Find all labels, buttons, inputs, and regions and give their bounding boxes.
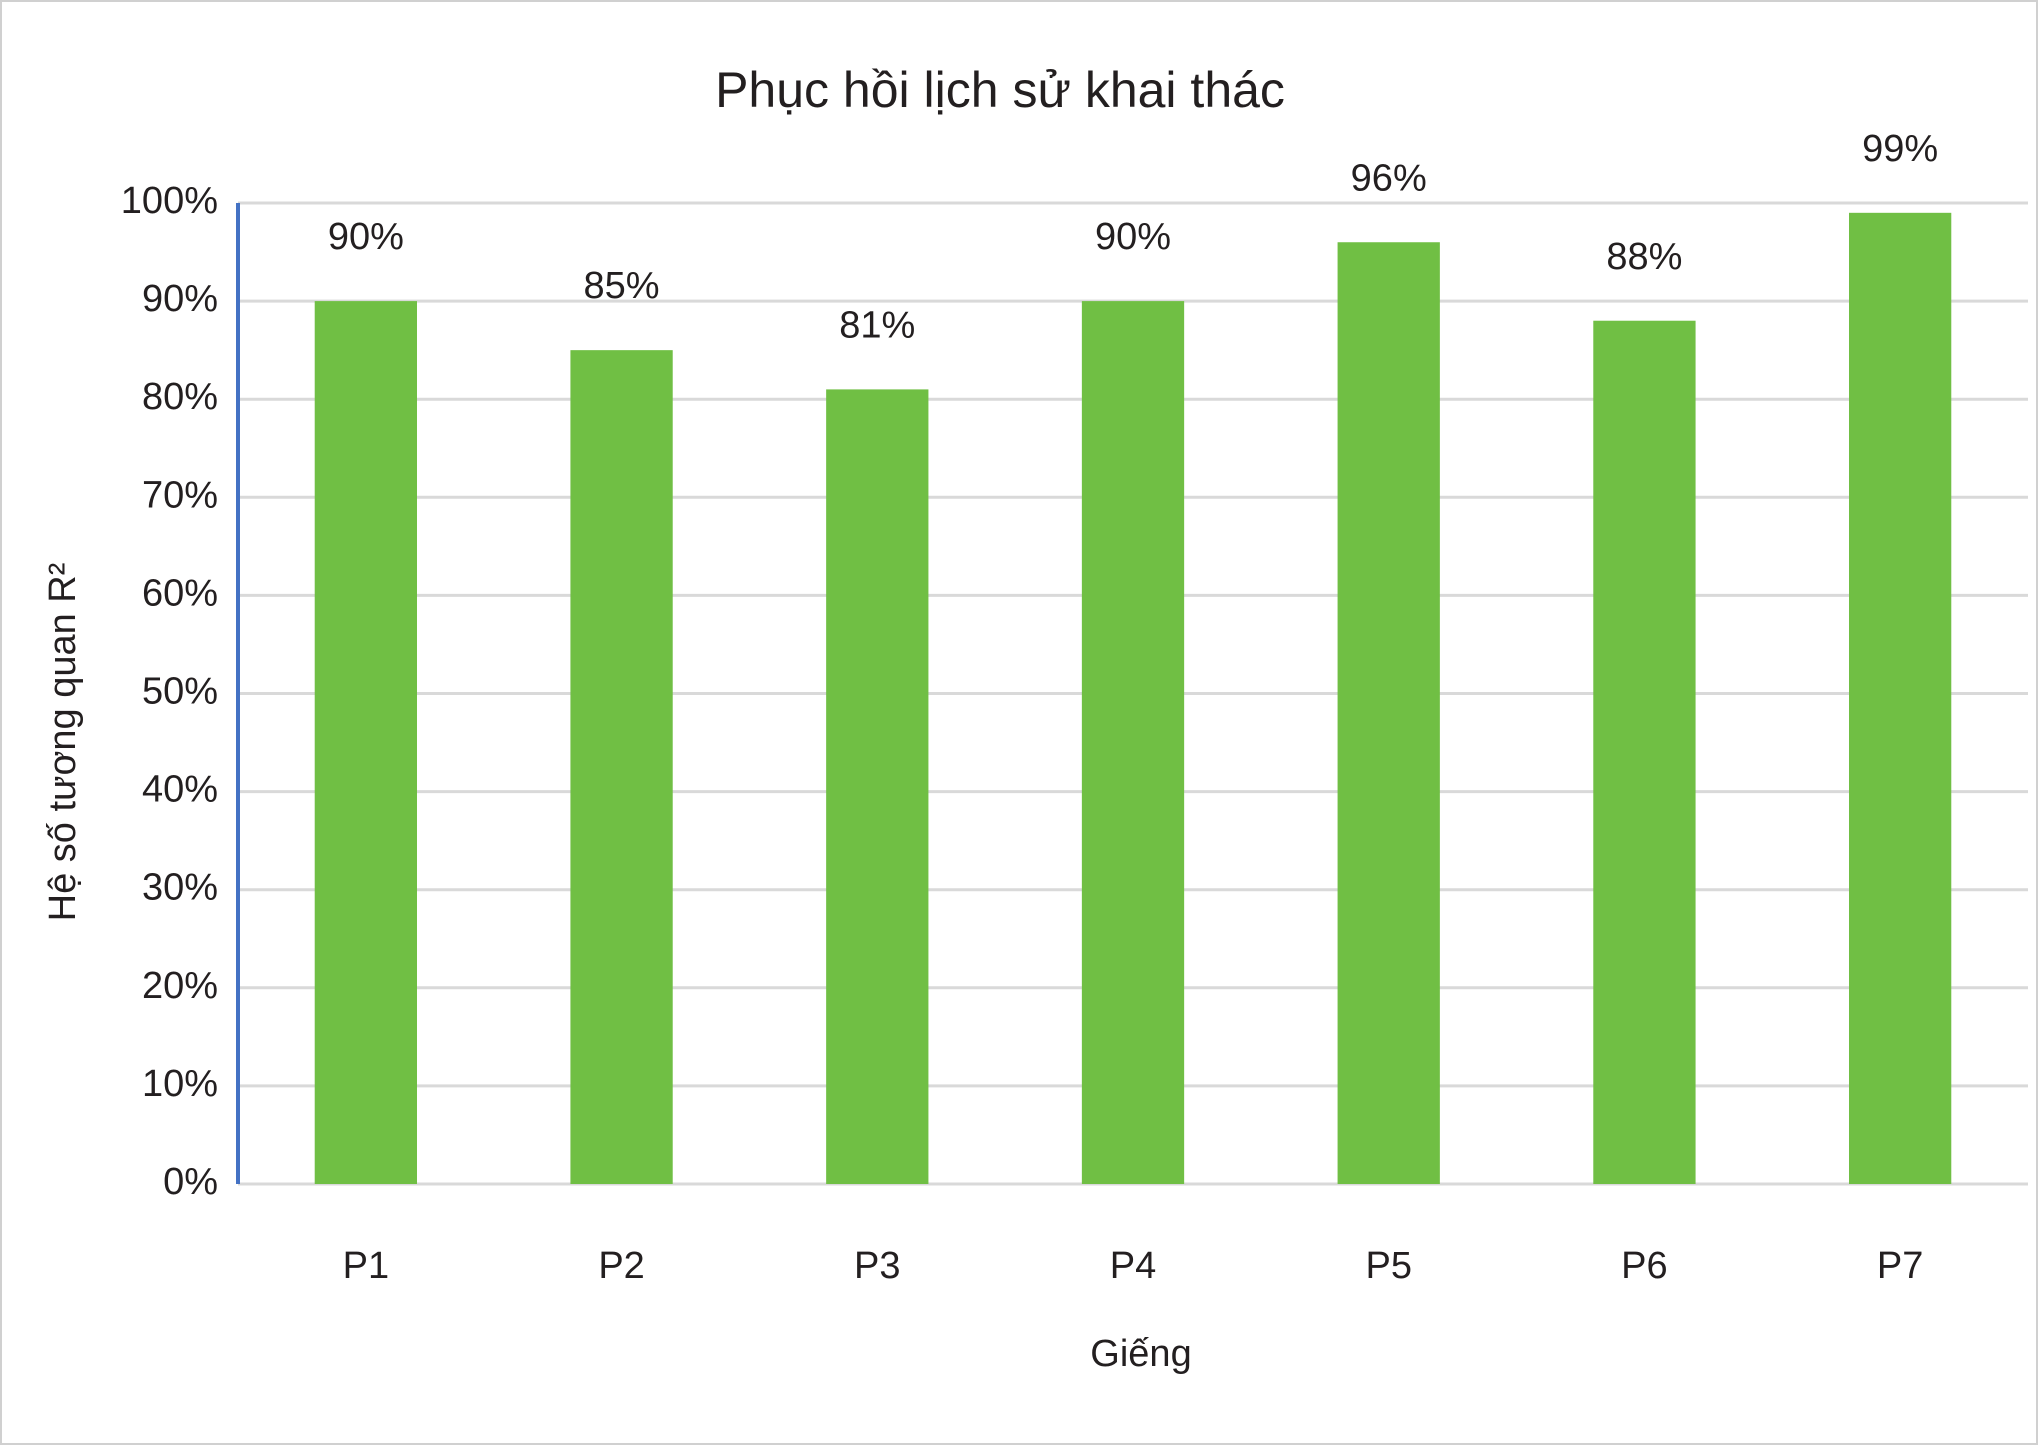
value-label: 88%: [1606, 236, 1682, 278]
y-tick-label: 90%: [142, 278, 218, 320]
y-tick-label: 0%: [163, 1161, 218, 1203]
value-label: 96%: [1351, 157, 1427, 199]
y-axis-title: Hệ số tương quan R²: [42, 563, 84, 922]
x-tick-label: P7: [1877, 1245, 1923, 1287]
y-tick-label: 60%: [142, 572, 218, 614]
value-label: 85%: [584, 265, 660, 307]
bar: [826, 389, 929, 1184]
value-label: 90%: [328, 216, 404, 258]
bar: [570, 350, 673, 1184]
y-tick-label: 20%: [142, 965, 218, 1007]
bar: [1593, 320, 1696, 1185]
x-tick-label: P4: [1110, 1245, 1156, 1287]
y-tick-label: 40%: [142, 769, 218, 811]
y-tick-label: 10%: [142, 1063, 218, 1105]
bar: [1337, 242, 1440, 1185]
bar: [1849, 212, 1952, 1184]
y-tick-label: 100%: [121, 180, 218, 222]
x-tick-label: P1: [343, 1245, 389, 1287]
y-tick-label: 70%: [142, 474, 218, 516]
x-tick-label: P6: [1621, 1245, 1667, 1287]
x-tick-label: P2: [598, 1245, 644, 1287]
value-label: 99%: [1862, 128, 1938, 170]
y-tick-label: 80%: [142, 376, 218, 418]
x-axis-title: Giếng: [1090, 1333, 1191, 1375]
value-label: 81%: [839, 304, 915, 346]
y-tick-label: 30%: [142, 867, 218, 909]
chart-title: Phục hồi lịch sử khai thác: [715, 62, 1285, 118]
bar: [314, 301, 417, 1185]
bar: [1081, 301, 1185, 1185]
value-label: 90%: [1095, 216, 1171, 258]
x-tick-label: P5: [1365, 1245, 1411, 1287]
y-tick-label: 50%: [142, 671, 218, 713]
x-tick-label: P3: [854, 1245, 900, 1287]
